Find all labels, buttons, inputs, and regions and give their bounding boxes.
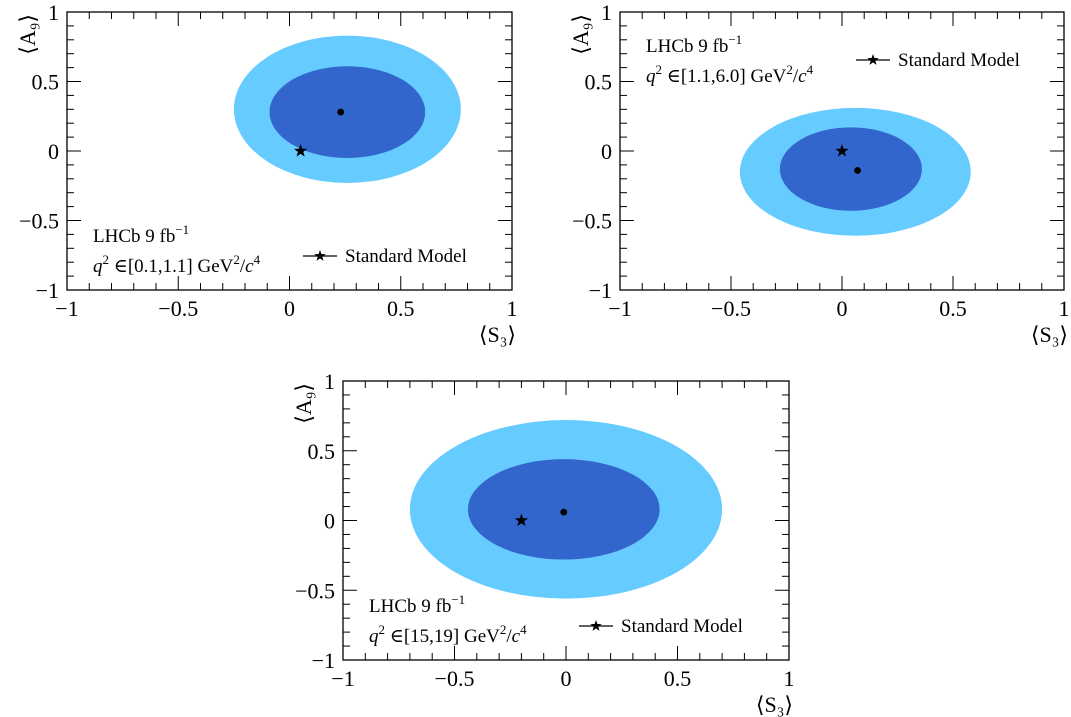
q2-range-part: 4	[520, 622, 527, 637]
best-fit-point	[560, 508, 568, 516]
x-tick-label: 1	[1059, 296, 1070, 321]
y-axis-label: ⟨A₉⟩	[291, 383, 316, 424]
x-tick-label: 0.5	[387, 296, 415, 321]
luminosity-exponent: −1	[451, 592, 465, 607]
y-tick-label: 1	[601, 0, 612, 25]
x-axis-label: ⟨S₃⟩	[479, 322, 516, 347]
q2-range-part: 2	[500, 622, 507, 637]
q2-range-part: ∈[15,19] GeV	[385, 626, 500, 647]
y-tick-label: 0.5	[585, 70, 613, 95]
best-fit-point	[337, 108, 345, 116]
q2-range-part: 2	[786, 62, 793, 77]
x-tick-label: −0.5	[711, 296, 751, 321]
q2-range-part: 2	[103, 252, 110, 267]
x-tick-label: −1	[331, 666, 354, 691]
experiment-label: LHCb 9 fb−1	[646, 32, 742, 57]
experiment-name: LHCb 9 fb	[93, 226, 175, 247]
best-fit-point	[854, 167, 861, 174]
experiment-label: LHCb 9 fb−1	[93, 222, 189, 247]
chart-panel-1: −1 −0.5 0 0.5 1−1−0.500.51⟨S₃⟩⟨A₉⟩LHCb 9 fb−…	[15, 0, 518, 347]
chart-panel-2: −1 −0.5 0 0.5 1−1−0.500.51⟨S₃⟩⟨A₉⟩ LHCb 9 fb−…	[568, 0, 1070, 347]
legend-star-marker	[867, 54, 879, 65]
y-tick-label: 0	[601, 139, 612, 164]
x-axis-label: ⟨S₃⟩	[756, 692, 793, 717]
q2-range-label: q2 ∈[0.1,1.1] GeV2/c4	[93, 252, 261, 277]
x-tick-label: 0	[284, 296, 295, 321]
legend-standard-model-label: Standard Model	[898, 50, 1020, 71]
chart-panel-3: −1 −0.5 0 0.5 1−1−0.500.51⟨S₃⟩⟨A₉⟩LHCb 9 fb−…	[291, 369, 795, 717]
contour-1sigma	[779, 127, 922, 211]
y-tick-label: −1	[589, 278, 612, 303]
standard-model-marker	[514, 513, 529, 527]
q2-range-part: c	[512, 626, 521, 647]
q2-range-part: /	[240, 256, 246, 277]
y-tick-label: −0.5	[19, 209, 59, 234]
q2-range-part: q	[369, 626, 379, 647]
x-tick-label: −1	[608, 296, 631, 321]
experiment-label: LHCb 9 fb−1	[369, 592, 465, 617]
y-tick-label: −1	[312, 648, 335, 673]
y-tick-label: 0	[48, 139, 59, 164]
x-tick-label: −1	[55, 296, 78, 321]
q2-range-part: 2	[656, 62, 663, 77]
q2-range-part: ∈[1.1,6.0] GeV	[662, 66, 787, 87]
contour-1sigma	[269, 66, 426, 158]
x-tick-label: 0	[561, 666, 572, 691]
q2-range-part: ∈[0.1,1.1] GeV	[109, 256, 234, 277]
q2-range-part: q	[646, 66, 656, 87]
y-axis-label: ⟨A₉⟩	[15, 14, 40, 55]
legend-star-marker	[590, 620, 602, 631]
y-tick-label: −1	[36, 278, 59, 303]
y-tick-label: −0.5	[295, 578, 335, 603]
y-axis-label: ⟨A₉⟩	[568, 14, 593, 55]
x-tick-label: 0.5	[664, 666, 692, 691]
y-tick-label: −0.5	[572, 209, 612, 234]
experiment-name: LHCb 9 fb	[646, 36, 728, 57]
legend-standard-model-label: Standard Model	[345, 246, 467, 267]
luminosity-exponent: −1	[728, 32, 742, 47]
legend-standard-model-label: Standard Model	[621, 616, 743, 637]
q2-range-part: 4	[807, 62, 814, 77]
y-tick-label: 0.5	[308, 439, 336, 464]
y-tick-label: 1	[324, 369, 335, 394]
q2-range-part: 2	[233, 252, 240, 267]
x-tick-label: 1	[784, 666, 795, 691]
q2-range-part: c	[798, 66, 807, 87]
experiment-name: LHCb 9 fb	[369, 596, 451, 617]
x-tick-label: −0.5	[158, 296, 198, 321]
y-tick-label: 0.5	[32, 70, 60, 95]
y-tick-label: 0	[324, 509, 335, 534]
x-tick-label: 0	[837, 296, 848, 321]
q2-range-part: 2	[379, 622, 386, 637]
q2-range-part: /	[793, 66, 799, 87]
q2-range-part: c	[245, 256, 254, 277]
y-tick-label: 1	[48, 0, 59, 25]
q2-range-label: q2 ∈[15,19] GeV2/c4	[369, 622, 527, 647]
standard-model-marker	[835, 144, 849, 157]
legend-star-marker	[314, 250, 326, 261]
x-tick-label: 0.5	[939, 296, 967, 321]
luminosity-exponent: −1	[175, 222, 189, 237]
x-axis-label: ⟨S₃⟩	[1031, 322, 1068, 347]
q2-range-part: /	[506, 626, 512, 647]
standard-model-marker	[293, 144, 308, 157]
x-tick-label: −0.5	[435, 666, 475, 691]
q2-range-part: 4	[254, 252, 261, 267]
q2-range-part: q	[93, 256, 103, 277]
q2-range-label: q2 ∈[1.1,6.0] GeV2/c4	[646, 62, 814, 87]
x-tick-label: 1	[507, 296, 518, 321]
